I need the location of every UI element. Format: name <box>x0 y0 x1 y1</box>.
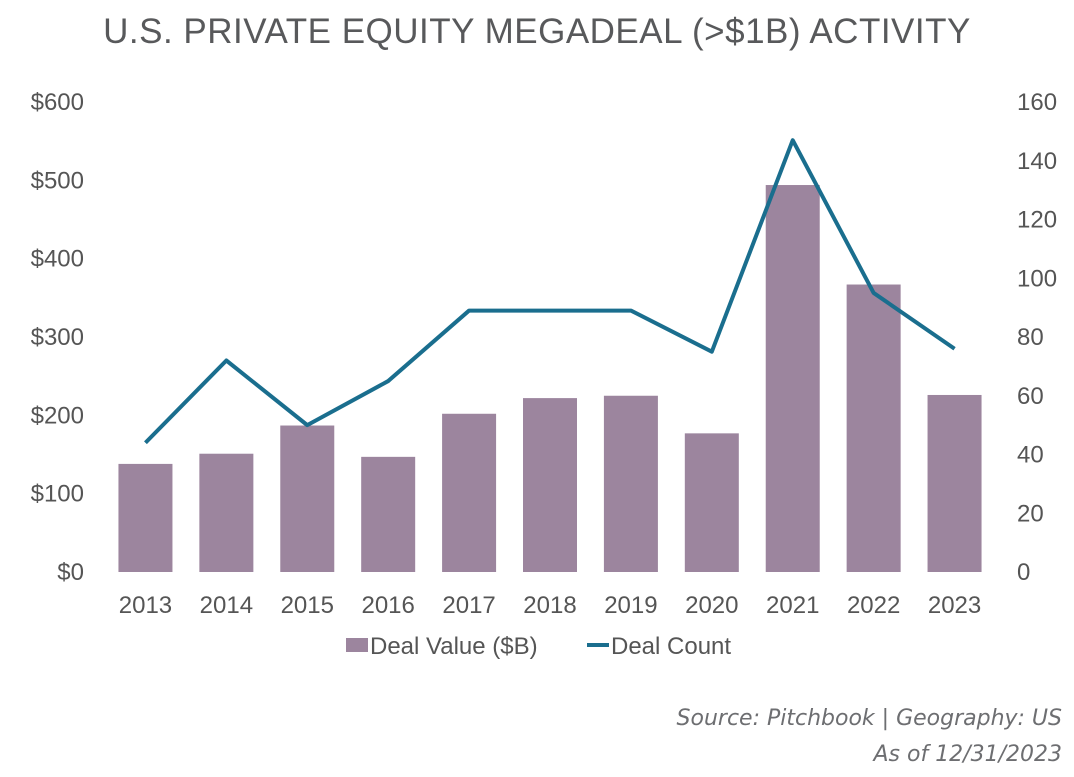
line-series <box>144 138 956 445</box>
bar-2018 <box>523 398 577 572</box>
bar-2021 <box>765 185 820 573</box>
x-tick-label: 2015 <box>281 592 334 619</box>
right-tick-label: 40 <box>1017 442 1044 469</box>
source-note: Source: Pitchbook | Geography: US <box>676 706 1062 731</box>
right-tick-label: 160 <box>1017 89 1057 116</box>
right-tick-label: 0 <box>1017 559 1030 586</box>
right-tick-label: 20 <box>1017 500 1044 527</box>
left-tick-label: $600 <box>31 89 84 116</box>
left-tick-label: $0 <box>57 559 84 586</box>
x-tick-label: 2014 <box>200 592 253 619</box>
legend-swatch-deal-value <box>346 638 368 652</box>
x-tick-label: 2016 <box>361 592 414 619</box>
right-tick-label: 140 <box>1017 148 1057 175</box>
left-tick-label: $100 <box>31 481 84 508</box>
right-tick-label: 100 <box>1017 265 1057 292</box>
left-tick-label: $300 <box>31 324 84 351</box>
bar-2015 <box>280 425 335 572</box>
x-tick-label: 2018 <box>523 592 576 619</box>
left-tick-label: $400 <box>31 246 84 273</box>
bar-2019 <box>603 395 658 572</box>
left-axis-labels: $0 $100 $200 $300 $400 $500 $600 <box>31 89 84 586</box>
right-tick-label: 80 <box>1017 324 1044 351</box>
legend-label-deal-count: Deal Count <box>611 633 731 660</box>
left-tick-label: $200 <box>31 402 84 429</box>
deal-count-line <box>144 138 956 445</box>
bar-2017 <box>442 413 497 572</box>
x-tick-label: 2020 <box>685 592 738 619</box>
chart-title: U.S. PRIVATE EQUITY MEGADEAL (>$1B) ACTI… <box>103 12 971 51</box>
chart-canvas: $0 $100 $200 $300 $400 $500 $600 0 20 40 60 80 100 1… <box>31 89 1057 660</box>
legend: Deal Value ($B) Deal Count <box>346 633 731 660</box>
x-tick-label: 2023 <box>928 592 981 619</box>
as-of-date: As of 12/31/2023 <box>873 742 1062 767</box>
bar-2023 <box>927 394 982 572</box>
x-tick-label: 2019 <box>604 592 657 619</box>
right-axis-labels: 0 20 40 60 80 100 120 140 160 <box>1017 89 1057 586</box>
bar-2016 <box>361 456 416 572</box>
left-tick-label: $500 <box>31 167 84 194</box>
x-tick-label: 2017 <box>442 592 495 619</box>
x-tick-label: 2021 <box>766 592 819 619</box>
bar-series <box>118 185 982 573</box>
right-tick-label: 120 <box>1017 207 1057 234</box>
x-tick-label: 2022 <box>847 592 900 619</box>
bar-2020 <box>684 433 739 572</box>
x-tick-label: 2013 <box>119 592 172 619</box>
bar-2013 <box>118 463 173 572</box>
right-tick-label: 60 <box>1017 383 1044 410</box>
x-axis-labels: 2013 2014 2015 2016 2017 2018 2019 2020 2021 2022… <box>119 592 981 619</box>
bar-2014 <box>199 453 254 572</box>
bar-2022 <box>846 284 901 572</box>
legend-label-deal-value: Deal Value ($B) <box>370 633 538 660</box>
